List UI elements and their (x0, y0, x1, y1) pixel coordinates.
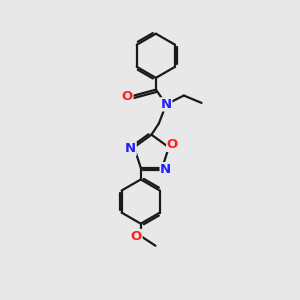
Text: N: N (160, 98, 172, 111)
Text: O: O (122, 90, 133, 103)
Text: O: O (167, 138, 178, 152)
Text: O: O (131, 230, 142, 242)
Text: N: N (160, 163, 171, 176)
Text: N: N (125, 142, 136, 155)
